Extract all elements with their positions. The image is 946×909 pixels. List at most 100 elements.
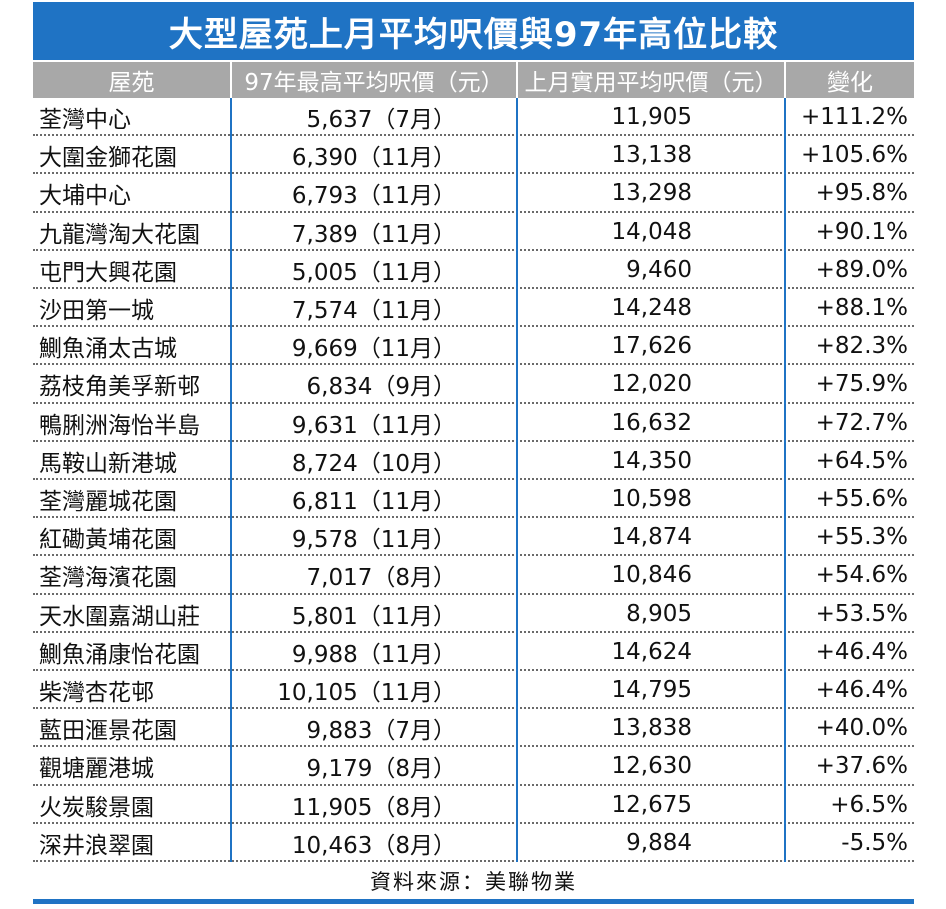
last-month-price: 12,675 <box>611 791 692 818</box>
table-row: 鴨脷洲海怡半島 9,631（11月） 16,632 +72.7% <box>33 404 914 442</box>
change-percent: +72.7% <box>815 409 908 436</box>
last-month-price: 14,624 <box>611 638 692 665</box>
change-percent: +53.5% <box>815 600 908 627</box>
last-month-price: 12,630 <box>611 753 692 780</box>
header-peak-97: 97年最高平均呎價（元） <box>244 70 504 96</box>
peak-97-price: 6,390（11月） <box>291 145 456 172</box>
change-percent: +55.3% <box>815 524 908 551</box>
table-row: 紅磡黃埔花園 9,578（11月） 14,874 +55.3% <box>33 518 914 557</box>
title-banner: 大型屋苑上月平均呎價與97年高位比較 <box>33 2 914 60</box>
change-percent: +111.2% <box>801 104 908 131</box>
peak-97-price: 9,988（11月） <box>291 641 456 668</box>
table-body: 荃灣中心 5,637（7月） 11,905 +111.2% 大圍金獅花園 6,3… <box>33 98 914 863</box>
peak-97-price: 5,637（7月） <box>306 107 456 134</box>
estate-name: 荃灣麗城花園 <box>39 489 177 516</box>
header-divider <box>516 62 518 98</box>
table-row: 鰂魚涌太古城 9,669（11月） 17,626 +82.3% <box>33 327 914 366</box>
change-percent: +54.6% <box>815 562 908 589</box>
estate-name: 天水圍嘉湖山莊 <box>39 603 200 630</box>
column-divider <box>230 98 232 862</box>
change-percent: +55.6% <box>815 486 908 513</box>
peak-97-price: 7,017（8月） <box>306 565 456 592</box>
table-row: 火炭駿景園 11,905（8月） 12,675 +6.5% <box>33 786 914 824</box>
estate-name: 大埔中心 <box>39 183 131 210</box>
table-header: 屋苑 97年最高平均呎價（元） 上月實用平均呎價（元） 變化 <box>33 62 914 98</box>
estate-name: 深井浪翠園 <box>39 832 154 859</box>
estate-name: 荃灣海濱花園 <box>39 565 177 592</box>
change-percent: +40.0% <box>815 715 908 742</box>
change-percent: +64.5% <box>815 447 908 474</box>
change-percent: +88.1% <box>815 295 908 322</box>
last-month-price: 14,795 <box>611 677 692 704</box>
estate-name: 紅磡黃埔花園 <box>39 527 177 554</box>
last-month-price: 10,846 <box>611 562 692 589</box>
change-percent: +95.8% <box>815 180 908 207</box>
estate-name: 沙田第一城 <box>39 298 154 325</box>
last-month-price: 14,350 <box>611 447 692 474</box>
peak-97-price: 7,574（11月） <box>291 298 456 325</box>
table-row: 天水圍嘉湖山莊 5,801（11月） 8,905 +53.5% <box>33 595 914 633</box>
table-row: 深井浪翠園 10,463（8月） 9,884 -5.5% <box>33 824 914 863</box>
table-row: 屯門大興花園 5,005（11月） 9,460 +89.0% <box>33 251 914 290</box>
last-month-price: 14,048 <box>611 218 692 245</box>
table-title: 大型屋苑上月平均呎價與97年高位比較 <box>168 14 779 55</box>
peak-97-price: 6,834（9月） <box>306 374 456 401</box>
header-divider <box>784 62 786 98</box>
peak-97-price: 10,105（11月） <box>277 680 456 707</box>
last-month-price: 9,460 <box>626 256 692 283</box>
peak-97-price: 10,463（8月） <box>291 832 456 859</box>
estate-name: 大圍金獅花園 <box>39 145 177 172</box>
last-month-price: 9,884 <box>626 829 692 856</box>
estate-name: 荃灣中心 <box>39 107 131 134</box>
last-month-price: 8,905 <box>626 600 692 627</box>
bottom-rule <box>33 899 914 904</box>
column-divider <box>516 98 518 862</box>
table-row: 荃灣中心 5,637（7月） 11,905 +111.2% <box>33 98 914 137</box>
change-percent: +105.6% <box>801 142 908 169</box>
header-estate: 屋苑 <box>108 70 155 96</box>
table-row: 荃灣麗城花園 6,811（11月） 10,598 +55.6% <box>33 480 914 519</box>
header-change: 變化 <box>827 70 873 96</box>
change-percent: -5.5% <box>841 829 908 856</box>
peak-97-price: 9,883（7月） <box>306 718 456 745</box>
peak-97-price: 9,669（11月） <box>291 336 456 363</box>
column-divider <box>784 98 786 862</box>
last-month-price: 10,598 <box>611 486 692 513</box>
estate-name: 柴灣杏花邨 <box>39 680 154 707</box>
table-row: 荃灣海濱花園 7,017（8月） 10,846 +54.6% <box>33 556 914 595</box>
peak-97-price: 9,631（11月） <box>291 412 456 439</box>
estate-name: 荔枝角美孚新邨 <box>39 374 200 401</box>
table-row: 藍田滙景花園 9,883（7月） 13,838 +40.0% <box>33 709 914 748</box>
estate-name: 藍田滙景花園 <box>39 718 177 745</box>
change-percent: +46.4% <box>815 638 908 665</box>
table-row: 九龍灣淘大花園 7,389（11月） 14,048 +90.1% <box>33 213 914 251</box>
last-month-price: 11,905 <box>611 104 692 131</box>
change-percent: +82.3% <box>815 333 908 360</box>
table-row: 鰂魚涌康怡花園 9,988（11月） 14,624 +46.4% <box>33 633 914 672</box>
peak-97-price: 7,389（11月） <box>291 221 456 248</box>
peak-97-price: 6,811（11月） <box>291 489 456 516</box>
last-month-price: 16,632 <box>611 409 692 436</box>
change-percent: +75.9% <box>815 371 908 398</box>
peak-97-price: 9,179（8月） <box>306 756 456 783</box>
peak-97-price: 9,578（11月） <box>291 527 456 554</box>
peak-97-price: 8,724（10月） <box>291 450 456 477</box>
estate-name: 鰂魚涌康怡花園 <box>39 641 200 668</box>
last-month-price: 13,838 <box>611 715 692 742</box>
table-row: 觀塘麗港城 9,179（8月） 12,630 +37.6% <box>33 747 914 786</box>
estate-name: 馬鞍山新港城 <box>39 450 177 477</box>
peak-97-price: 5,801（11月） <box>291 603 456 630</box>
estate-name: 九龍灣淘大花園 <box>39 221 200 248</box>
change-percent: +6.5% <box>830 791 908 818</box>
peak-97-price: 11,905（8月） <box>291 794 456 821</box>
last-month-price: 14,874 <box>611 524 692 551</box>
estate-name: 火炭駿景園 <box>39 794 154 821</box>
table-row: 柴灣杏花邨 10,105（11月） 14,795 +46.4% <box>33 671 914 710</box>
change-percent: +46.4% <box>815 677 908 704</box>
table-row: 荔枝角美孚新邨 6,834（9月） 12,020 +75.9% <box>33 365 914 404</box>
estate-name: 鴨脷洲海怡半島 <box>39 412 200 439</box>
header-divider <box>230 62 232 98</box>
header-last-month: 上月實用平均呎價（元） <box>524 70 778 96</box>
table-row: 馬鞍山新港城 8,724（10月） 14,350 +64.5% <box>33 442 914 481</box>
change-percent: +37.6% <box>815 753 908 780</box>
